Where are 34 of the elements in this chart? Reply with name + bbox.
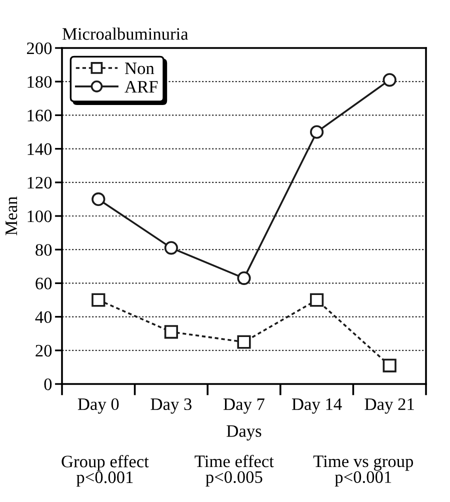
- x-tick-label: Day 3: [150, 398, 192, 414]
- y-tick-label: 80: [36, 244, 52, 256]
- point: [237, 335, 251, 349]
- y-tick-label: 100: [28, 210, 52, 222]
- y-tick-label: 140: [28, 143, 52, 155]
- y-axis-title: Mean: [6, 196, 18, 236]
- point: [237, 271, 251, 285]
- y-tick-label: 0: [44, 378, 52, 390]
- point: [164, 325, 178, 339]
- text: Time effect p<0.005: [194, 454, 274, 486]
- x-tick-label: Day 14: [292, 398, 342, 414]
- y-tick-label: 20: [36, 344, 52, 357]
- y-tick-label: 60: [36, 278, 52, 290]
- y-tick-label: 120: [28, 176, 52, 189]
- chart-title: Microalbuminuria: [62, 28, 188, 40]
- point: [92, 293, 106, 307]
- x-tick-label: Day 0: [78, 398, 119, 414]
- point: [164, 241, 178, 255]
- point: [382, 358, 396, 372]
- legend-label: Non: [125, 62, 154, 74]
- point: [310, 293, 324, 307]
- point: [382, 73, 396, 87]
- point: [310, 125, 324, 139]
- text: Time vs group p<0.001: [313, 456, 414, 486]
- y-tick-label: 180: [28, 76, 52, 88]
- y-tick-label: 200: [27, 42, 52, 54]
- x-tick-label: Day 7: [224, 398, 264, 414]
- text: Group effect p<0.001: [62, 455, 149, 487]
- point: [92, 192, 106, 206]
- legend-label: ARF: [124, 81, 158, 92]
- y-tick-label: 160: [28, 110, 52, 122]
- y-tick-label: 40: [35, 311, 52, 323]
- x-axis-title: Days: [226, 425, 262, 440]
- x-tick-label: Day 21: [364, 398, 414, 414]
